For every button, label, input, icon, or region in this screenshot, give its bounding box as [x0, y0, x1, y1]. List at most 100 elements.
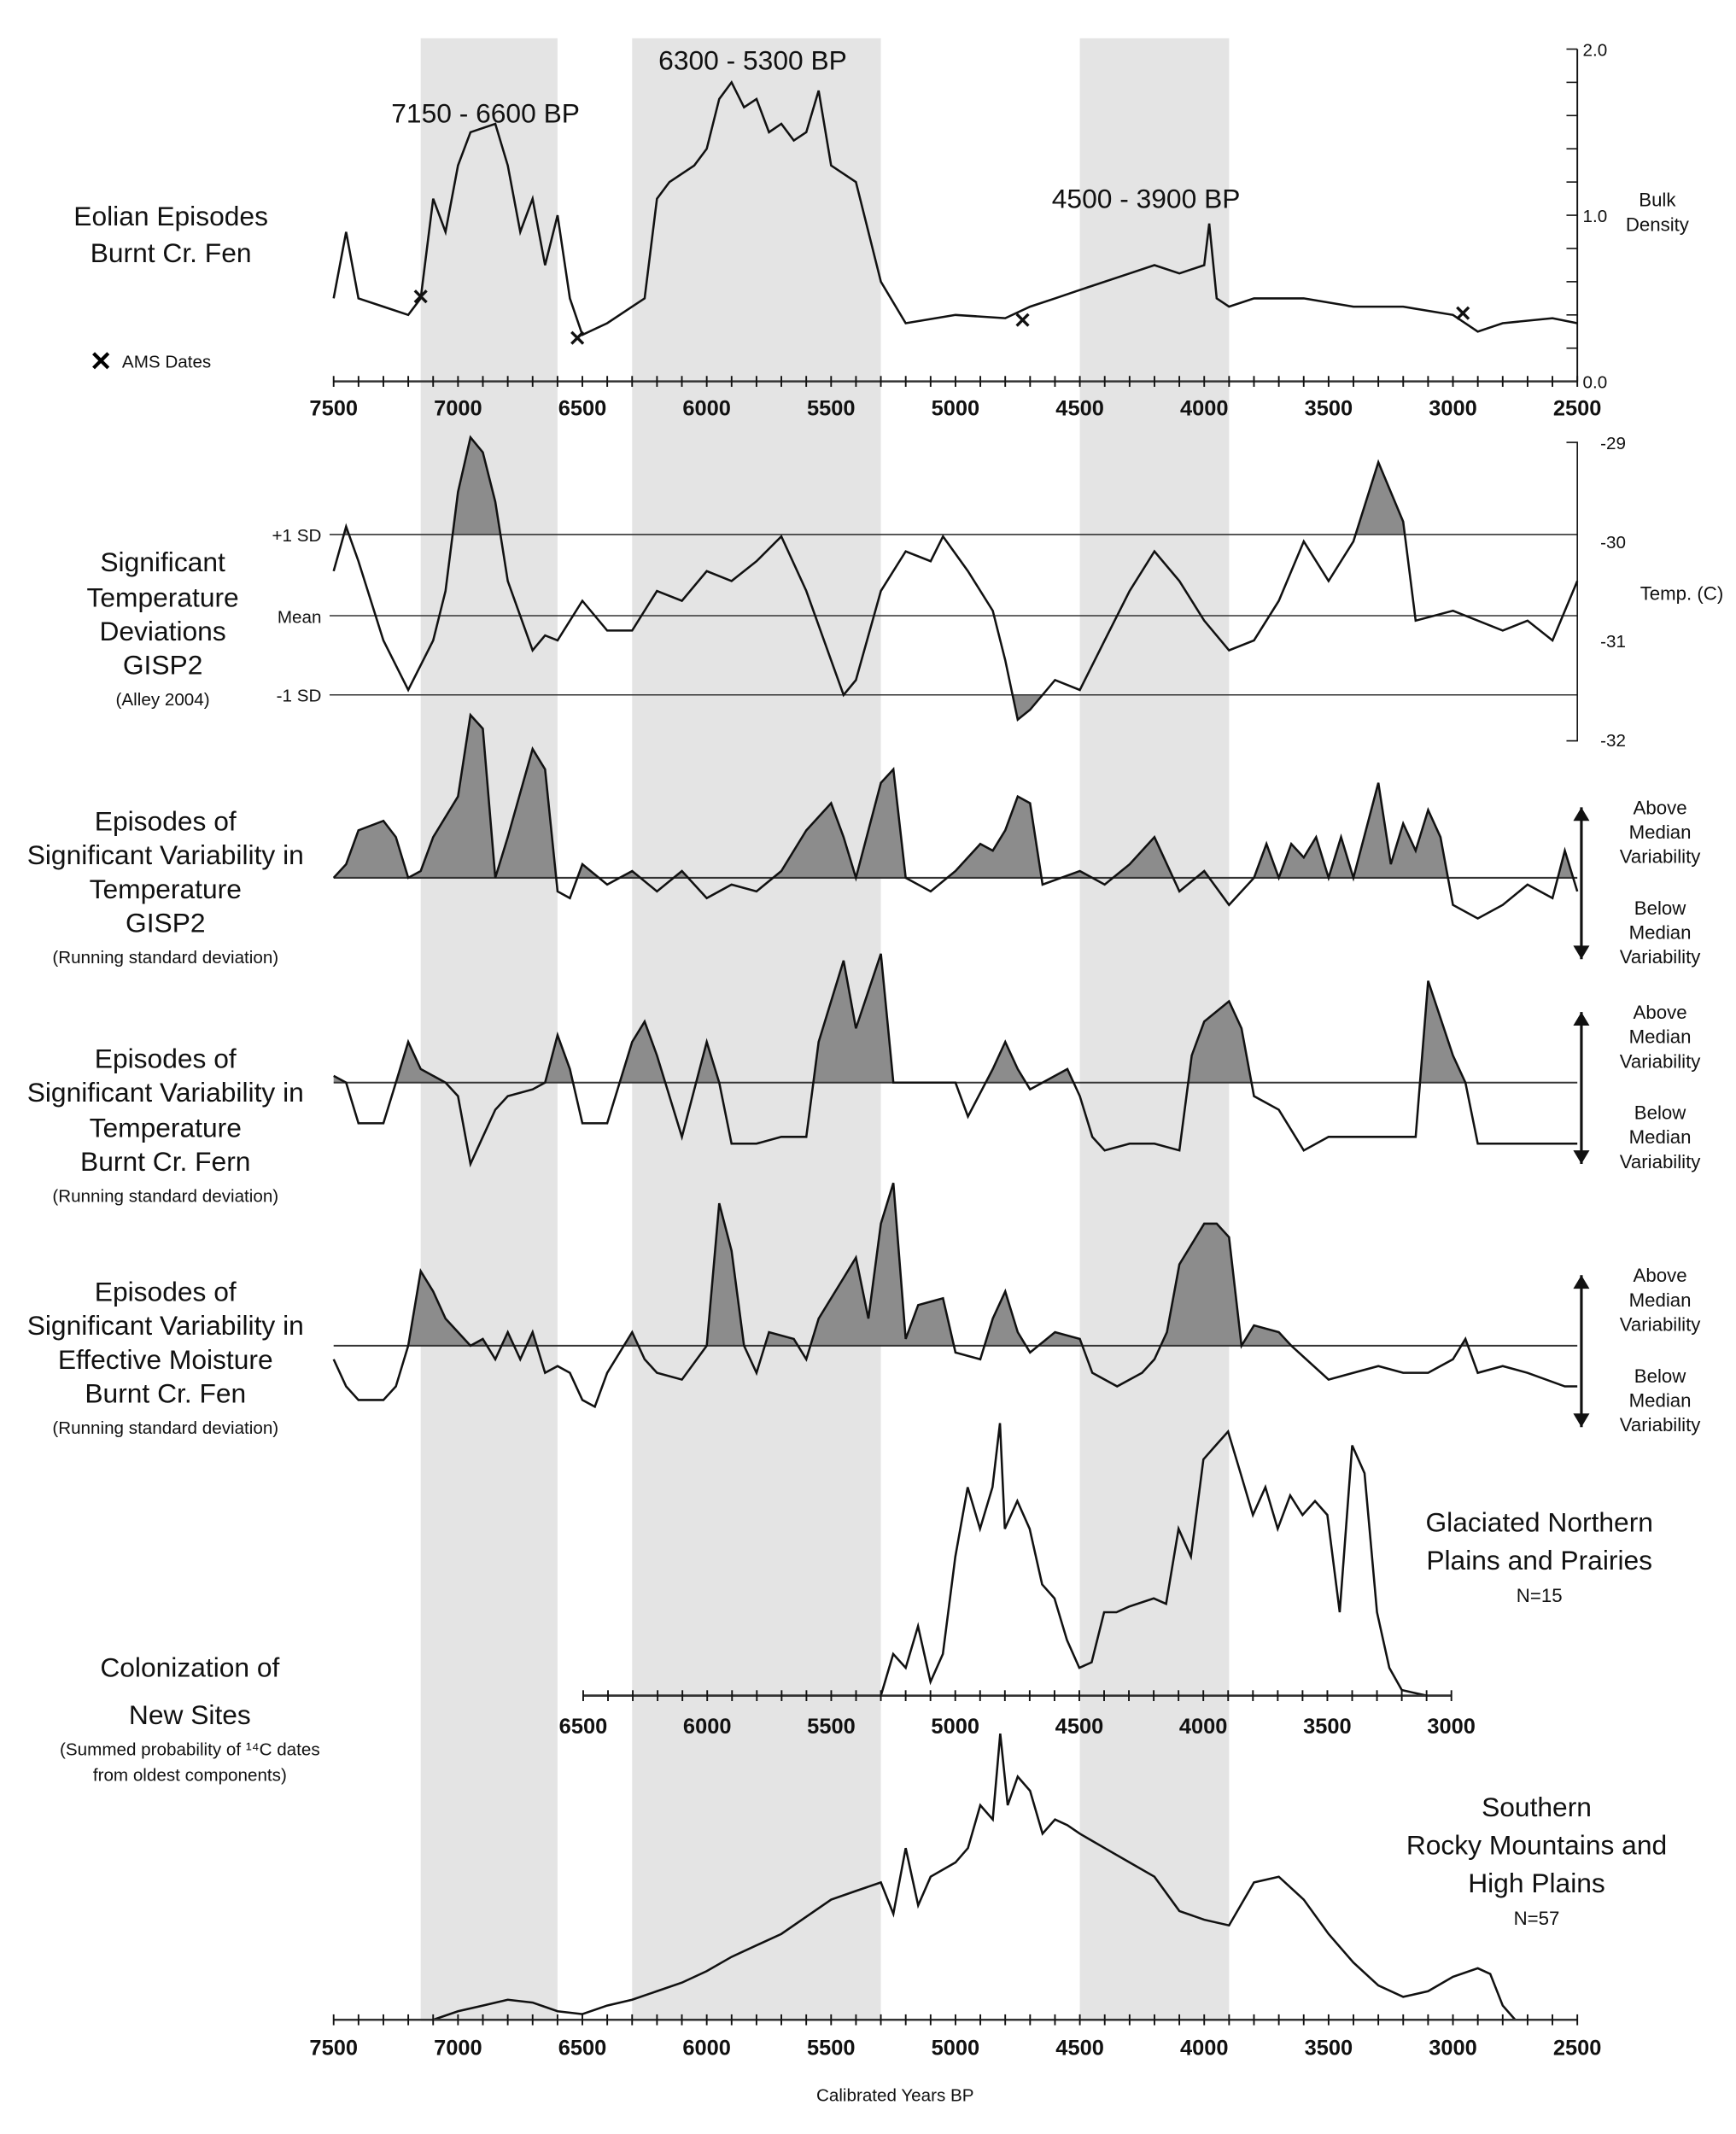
x-tick-label: 4000 — [1180, 396, 1229, 420]
gisp2-temp-line — [332, 435, 1579, 722]
p4-label: Burnt Cr. Fern — [80, 1146, 250, 1177]
x-tick-label: 4000 — [1180, 2037, 1229, 2061]
chart-marks: ✕ ✕ ✕ ✕ 0.0 1.0 2.0 7500 7000 6500 6000 5500 5000 450… — [309, 40, 1701, 2060]
band-label-3: 4500 - 3900 BP — [1052, 183, 1241, 213]
temp-unit-label: Temp. (C) — [1640, 582, 1724, 604]
x-tick-label: 6000 — [682, 396, 731, 420]
above-median-label: Median — [1629, 1289, 1692, 1311]
y-tick-label: -31 — [1600, 632, 1626, 652]
x-tick-label: 7000 — [434, 396, 482, 420]
p5-label: Burnt Cr. Fen — [85, 1378, 246, 1409]
above-median-label: Variability — [1620, 845, 1702, 867]
sd-label: +1 SD — [272, 526, 322, 546]
arrow-down-icon — [1573, 1413, 1590, 1428]
above-median-label: Median — [1629, 1026, 1692, 1048]
above-median-label: Variability — [1620, 1313, 1702, 1335]
below-median-label: Median — [1629, 921, 1692, 943]
colonization-label: Colonization of — [100, 1652, 279, 1682]
southern-line — [333, 1734, 1517, 2021]
p4-label: Episodes of — [95, 1043, 237, 1073]
temp-cite: (Alley 2004) — [116, 690, 210, 710]
ams-date-marker: ✕ — [1014, 309, 1032, 333]
bulk-density-line — [332, 79, 1578, 336]
var_temp_burnt-above-median-fill — [333, 953, 1578, 1083]
below-median-label: Below — [1634, 1102, 1686, 1124]
p3-sub: (Running standard deviation) — [52, 948, 278, 968]
above-sd-fill — [333, 437, 1578, 535]
x-tick-label: 3500 — [1303, 1715, 1352, 1739]
x-tick-label: 2500 — [1553, 2037, 1602, 2061]
ams-date-marker: ✕ — [569, 327, 587, 351]
x-tick-label: 5500 — [807, 396, 856, 420]
var_temp_burnt-line — [333, 953, 1578, 1168]
p5-label: Episodes of — [95, 1276, 237, 1307]
p4-label: Significant Variability in — [27, 1077, 304, 1108]
x-tick-label: 3000 — [1429, 2037, 1477, 2061]
y-tick-label: 0.0 — [1583, 373, 1608, 393]
eolian-label: Burnt Cr. Fen — [91, 237, 252, 268]
above-median-label: Variability — [1620, 1050, 1702, 1072]
temp-label: Temperature — [86, 582, 238, 612]
x-tick-label: 4000 — [1179, 1715, 1228, 1739]
p4-label: Temperature — [90, 1112, 242, 1143]
arrow-up-icon — [1573, 1275, 1590, 1289]
below-median-label: Below — [1634, 897, 1686, 919]
temp-label: Significant — [100, 547, 225, 577]
x-tick-label: 5000 — [932, 2037, 980, 2061]
x-tick-label: 4500 — [1055, 1715, 1104, 1739]
y-tick-label: 1.0 — [1583, 207, 1608, 226]
p5-sub: (Running standard deviation) — [52, 1418, 278, 1438]
below-median-label: Variability — [1620, 946, 1702, 968]
glaciated-label: Plains and Prairies — [1426, 1545, 1652, 1576]
glaciated-label: Glaciated Northern — [1425, 1506, 1652, 1537]
p3-label: Significant Variability in — [27, 839, 304, 870]
x-tick-label: 2500 — [1553, 396, 1602, 420]
x-tick-label: 5000 — [931, 1715, 979, 1739]
var_moisture_burnt-line — [332, 1182, 1578, 1409]
x-tick-label: 6500 — [558, 2037, 607, 2061]
arrow-up-icon — [1573, 1012, 1590, 1026]
ams-date-marker: ✕ — [412, 286, 430, 310]
below-median-label: Median — [1629, 1389, 1692, 1411]
y-tick-label: 2.0 — [1583, 40, 1608, 60]
x-tick-label: 4500 — [1055, 2037, 1104, 2061]
x-tick-label: 3500 — [1305, 396, 1353, 420]
x-tick-label: 6500 — [558, 396, 607, 420]
x-tick-label: 6000 — [683, 1715, 732, 1739]
arrow-up-icon — [1573, 807, 1590, 821]
bulk-density-label: Density — [1626, 213, 1690, 235]
below-median-label: Median — [1629, 1126, 1692, 1148]
x-tick-label: 3500 — [1305, 2037, 1353, 2061]
temp-axis — [1566, 441, 1578, 742]
southern-label: Southern — [1482, 1792, 1592, 1822]
y-tick-label: -29 — [1600, 434, 1626, 453]
x-tick-label: 6000 — [682, 2037, 731, 2061]
sd-label: Mean — [278, 607, 322, 627]
band-label-2: 6300 - 5300 BP — [658, 44, 847, 75]
bulk-density-label: Bulk — [1639, 190, 1676, 211]
eolian-label: Eolian Episodes — [73, 201, 268, 231]
x-tick-label: 5500 — [807, 1715, 856, 1739]
below-median-label: Below — [1634, 1365, 1686, 1387]
p3-label: Temperature — [90, 874, 242, 904]
southern-label: Rocky Mountains and — [1406, 1829, 1667, 1860]
arrow-down-icon — [1573, 945, 1590, 960]
ams-date-marker: ✕ — [1454, 302, 1472, 326]
sd-label: -1 SD — [277, 686, 322, 705]
colonization-sub: from oldest components) — [93, 1766, 287, 1786]
x-tick-label: 5500 — [807, 2037, 856, 2061]
x-axis-label: Calibrated Years BP — [816, 2086, 974, 2106]
glaciated-n: N=15 — [1517, 1585, 1563, 1606]
var_temp_gisp2-line — [332, 712, 1579, 921]
x-tick-label: 6500 — [559, 1715, 608, 1739]
p3-label: GISP2 — [126, 907, 206, 938]
southern-label: High Plains — [1468, 1868, 1605, 1898]
above-median-label: Above — [1634, 1265, 1687, 1286]
below-median-label: Variability — [1620, 1151, 1702, 1172]
p5-label: Significant Variability in — [27, 1310, 304, 1341]
x-tick-label: 7500 — [309, 2037, 358, 2061]
ams-x-icon: ✕ — [90, 346, 113, 377]
ams-legend: AMS Dates — [122, 353, 211, 372]
glaciated-line — [582, 1423, 1452, 1697]
